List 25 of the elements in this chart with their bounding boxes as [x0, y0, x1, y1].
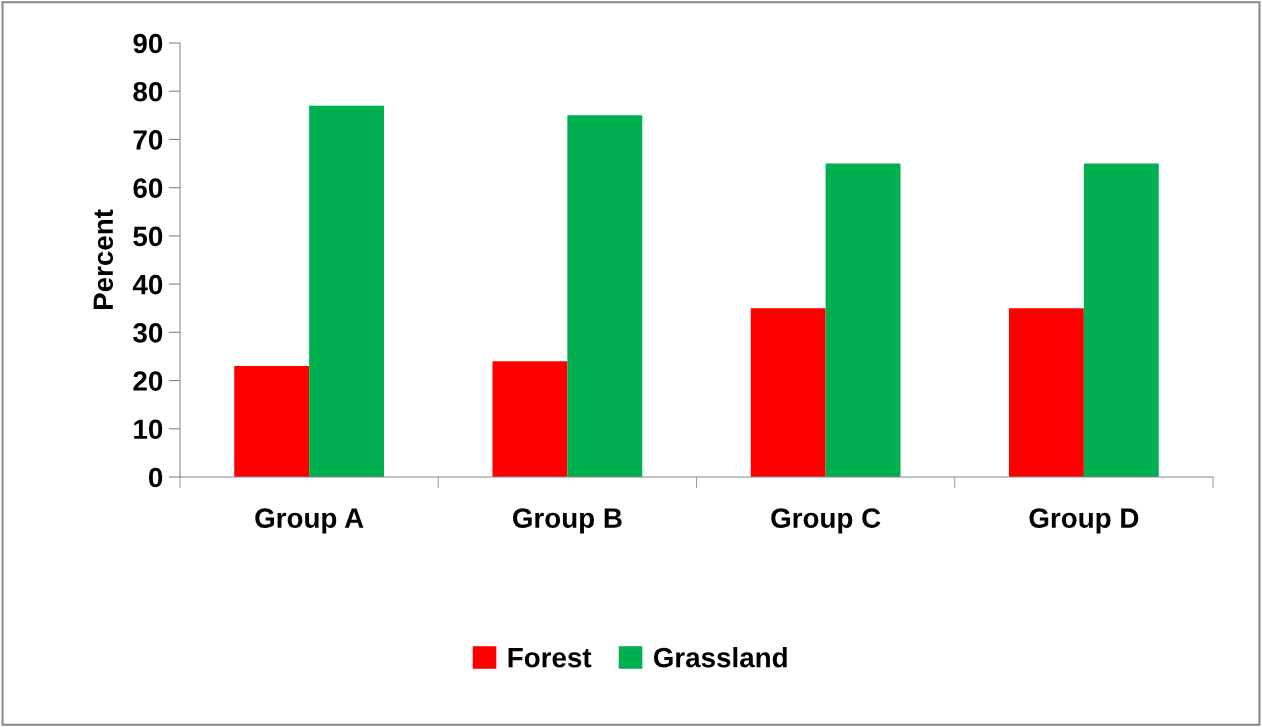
bar: [492, 361, 568, 477]
y-tick-label: 70: [133, 130, 163, 150]
y-tick-label: 30: [133, 323, 163, 343]
bar: [750, 308, 826, 477]
x-tick-label: Group C: [771, 508, 881, 534]
bar: [567, 115, 643, 477]
bar: [234, 366, 310, 477]
y-tick-label: 60: [133, 178, 163, 199]
bar: [1083, 163, 1159, 477]
legend-label: Forest: [508, 648, 592, 668]
y-tick-label: 50: [133, 226, 163, 247]
bar: [1008, 308, 1084, 477]
bar: [825, 163, 901, 477]
y-tick-label: 0: [148, 467, 163, 488]
bar: [309, 105, 385, 477]
y-tick-label: 20: [133, 371, 163, 391]
y-tick-label: 80: [133, 81, 163, 102]
y-tick-label: 90: [133, 33, 163, 54]
x-tick-label: Group B: [512, 508, 622, 534]
x-tick-label: Group A: [255, 508, 364, 534]
y-tick-label: 10: [134, 419, 163, 440]
legend-label: Grassland: [653, 647, 787, 668]
y-axis-title: Percent: [93, 209, 114, 310]
y-tick-label: 40: [132, 274, 163, 295]
x-tick-label: Group D: [1029, 508, 1139, 534]
